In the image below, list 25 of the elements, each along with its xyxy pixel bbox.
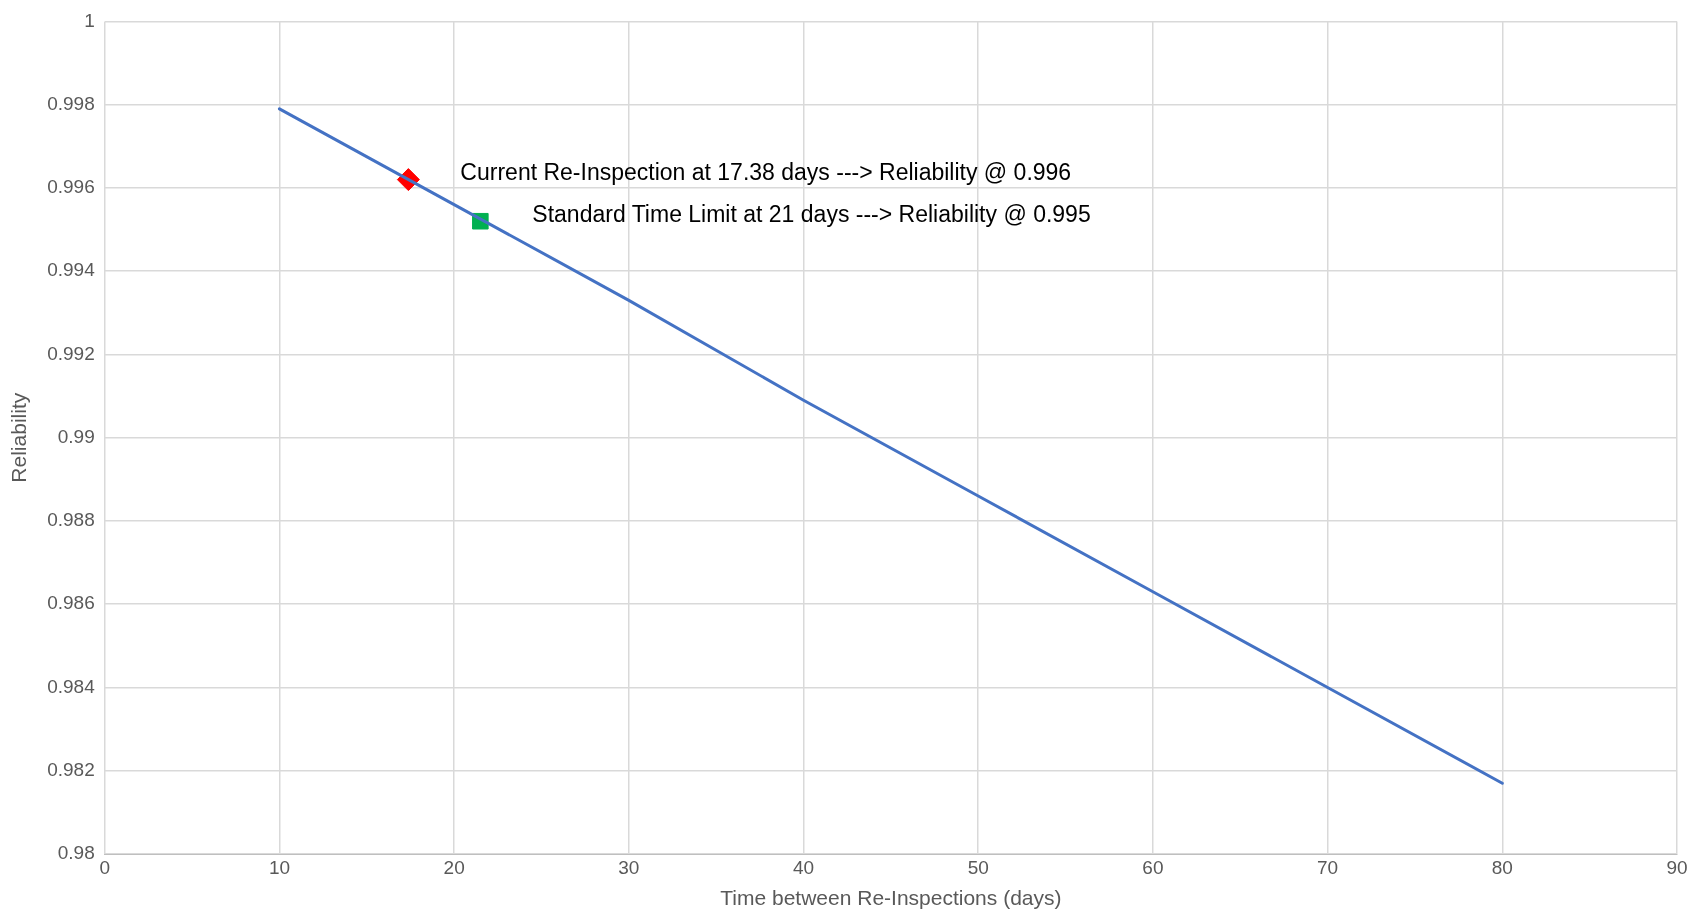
annotation: Standard Time Limit at 21 days ---> Reliability @ 0.995 [532,200,1091,227]
x-axis-title: Time between Re-Inspections (days) [720,886,1062,910]
x-tick-label: 90 [1666,856,1688,878]
y-tick-label: 0.982 [47,758,95,780]
x-tick-label: 70 [1317,856,1339,878]
y-axis-title: Reliability [7,392,31,483]
x-tick-label: 60 [1142,856,1164,878]
y-tick-label: 0.98 [57,842,95,864]
annotation: Current Re-Inspection at 17.38 days ---> Reliability @ 0.996 [460,158,1072,185]
y-tick-label: 0.996 [47,176,95,198]
y-tick-label: 0.986 [47,592,95,614]
y-tick-label: 0.984 [47,675,96,697]
x-tick-label: 20 [443,856,465,878]
y-tick-label: 0.994 [47,259,96,281]
x-tick-label: 30 [618,856,640,878]
y-tick-label: 0.998 [47,92,95,114]
y-tick-label: 1 [84,9,95,31]
y-tick-label: 0.99 [57,425,95,447]
x-tick-label: 40 [792,856,815,878]
x-tick-label: 80 [1491,856,1513,878]
x-tick-label: 0 [99,856,111,878]
x-tick-label: 10 [268,856,291,878]
x-tick-label: 50 [967,856,989,878]
y-tick-label: 0.988 [47,509,95,531]
y-tick-label: 0.992 [47,342,95,364]
